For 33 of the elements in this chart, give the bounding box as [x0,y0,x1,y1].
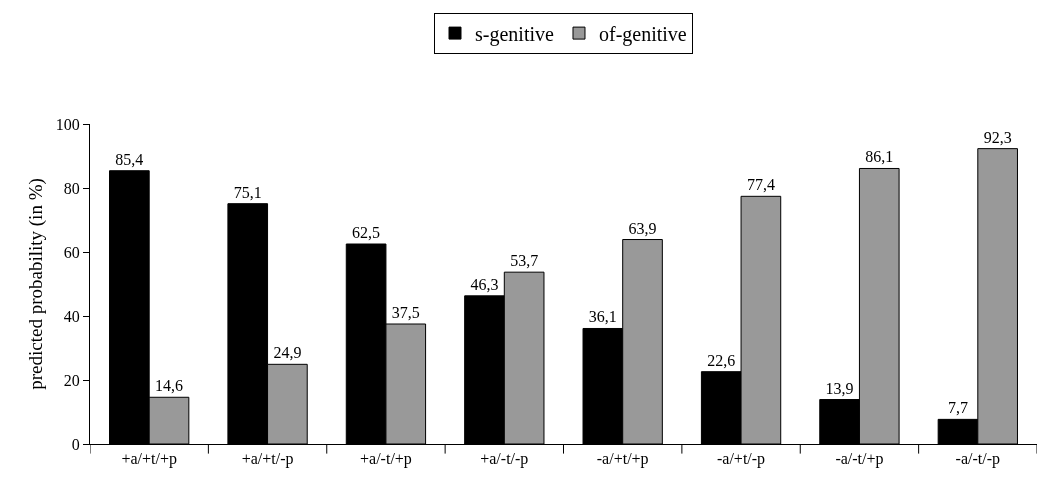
x-tick-label: -a/+t/-p [717,450,766,469]
data-label: 75,1 [233,183,262,201]
data-label: 53,7 [510,252,539,270]
x-tick-label: +a/-t/-p [480,450,529,469]
legend-label: of-genitive [598,22,687,46]
data-label: 46,3 [470,275,499,293]
y-axis-title: predicted probability (in %) [25,178,47,390]
data-label: 24,9 [273,344,302,362]
x-tick-label: +a/+t/-p [241,450,294,469]
y-tick-label: 0 [71,435,80,453]
x-tick-label: -a/-t/+p [835,450,884,469]
data-label: 14,6 [155,377,184,395]
data-label: 36,1 [588,308,617,326]
data-label: 62,5 [352,224,381,241]
y-tick-label: 60 [63,243,80,261]
data-label: 13,9 [825,379,854,397]
y-tick-label: 80 [63,179,80,197]
y-tick-label: 40 [63,307,80,325]
data-label: 86,1 [865,148,894,166]
data-label: 63,9 [628,219,657,237]
data-label: 22,6 [707,351,736,369]
data-label: 77,4 [746,176,775,194]
x-tick-label: -a/-t/-p [955,450,1001,469]
data-label: 37,5 [391,304,420,321]
x-tick-label: +a/-t/+p [360,450,412,469]
data-label: 92,3 [983,128,1012,146]
y-tick-label: 100 [55,115,80,133]
data-label: 85,4 [115,150,144,168]
data-label: 7,7 [947,399,968,417]
y-tick-label: 20 [63,371,80,389]
legend-label: s-genitive [475,22,554,46]
x-tick-label: +a/+t/+p [121,450,177,469]
x-tick-label: -a/+t/+p [596,450,649,469]
